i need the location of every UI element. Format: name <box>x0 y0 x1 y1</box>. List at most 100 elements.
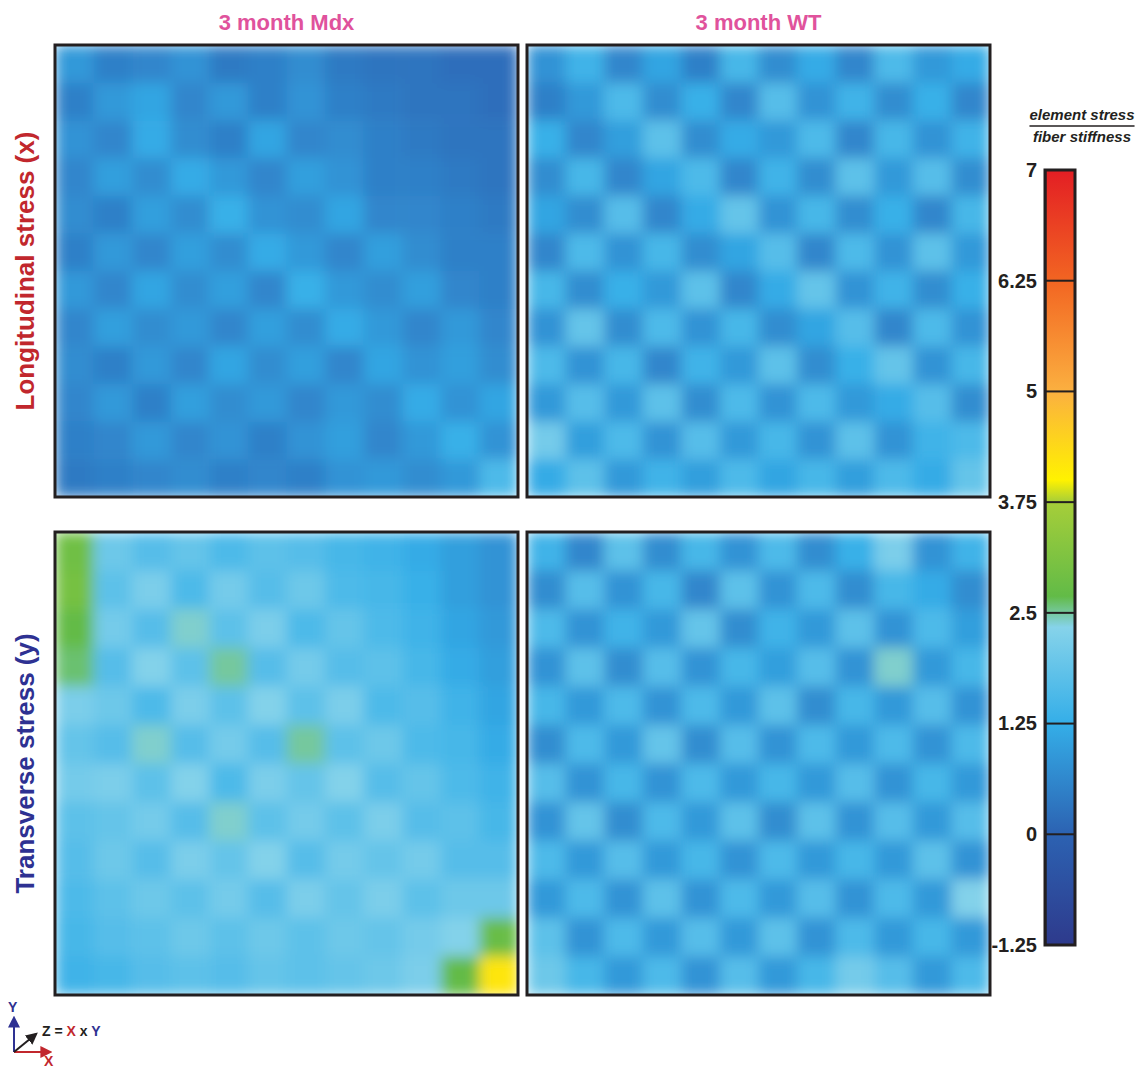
heatmap-cell <box>94 571 133 610</box>
heatmap-cell <box>364 158 403 196</box>
heatmap-cell <box>797 802 836 841</box>
heatmap-cell <box>132 686 171 725</box>
heatmap-cell <box>681 346 720 384</box>
heatmap-cell <box>643 196 682 234</box>
heatmap-cell <box>209 158 248 196</box>
heatmap-cell <box>720 879 759 918</box>
heatmap-cell <box>604 686 643 725</box>
heatmap-cell <box>681 422 720 460</box>
heatmap-cell <box>604 120 643 158</box>
heatmap-panel <box>55 45 518 497</box>
heatmap-cell <box>604 725 643 764</box>
heatmap-cell <box>402 918 441 957</box>
heatmap-cell <box>604 83 643 121</box>
heatmap-cell <box>287 346 326 384</box>
heatmap-cell <box>479 45 518 83</box>
heatmap-cell <box>287 309 326 347</box>
heatmap-cell <box>913 841 952 880</box>
heatmap-cell <box>797 956 836 995</box>
heatmap-cell <box>441 196 480 234</box>
heatmap-cell <box>94 532 133 571</box>
heatmap-cell <box>836 422 875 460</box>
heatmap-cell <box>874 384 913 422</box>
heatmap-cell <box>874 764 913 803</box>
heatmap-cell <box>643 918 682 957</box>
heatmap-cell <box>479 764 518 803</box>
heatmap-cell <box>287 841 326 880</box>
heatmap-cell <box>287 422 326 460</box>
heatmap-cell <box>681 384 720 422</box>
heatmap-cell <box>325 384 364 422</box>
heatmap-cell <box>681 648 720 687</box>
heatmap-cell <box>720 459 759 497</box>
heatmap-panel <box>55 532 518 995</box>
heatmap-cell <box>441 879 480 918</box>
heatmap-cell <box>681 532 720 571</box>
heatmap-cell <box>209 309 248 347</box>
heatmap-cell <box>171 686 210 725</box>
heatmap-cell <box>94 459 133 497</box>
heatmap-cell <box>287 686 326 725</box>
heatmap-cell <box>797 571 836 610</box>
heatmap-cell <box>720 609 759 648</box>
heatmap-cell <box>643 725 682 764</box>
heatmap-cell <box>248 802 287 841</box>
heatmap-cell <box>681 571 720 610</box>
heatmap-cell <box>874 918 913 957</box>
heatmap-cell <box>55 196 94 234</box>
heatmap-cell <box>325 271 364 309</box>
heatmap-cell <box>287 725 326 764</box>
heatmap-cell <box>402 686 441 725</box>
heatmap-cell <box>527 83 566 121</box>
heatmap-cell <box>171 271 210 309</box>
heatmap-cell <box>55 571 94 610</box>
heatmap-cell <box>836 725 875 764</box>
heatmap-cell <box>566 532 605 571</box>
tick-label: 7 <box>1026 159 1037 181</box>
heatmap-cell <box>479 648 518 687</box>
heatmap-cell <box>836 918 875 957</box>
heatmap-cell <box>132 841 171 880</box>
heatmap-cell <box>94 802 133 841</box>
heatmap-cell <box>402 879 441 918</box>
heatmap-cell <box>248 609 287 648</box>
heatmap-cell <box>720 918 759 957</box>
heatmap-cell <box>681 83 720 121</box>
heatmap-cell <box>364 532 403 571</box>
heatmap-cell <box>132 422 171 460</box>
heatmap-cell <box>325 120 364 158</box>
heatmap-cell <box>951 45 990 83</box>
heatmap-cell <box>720 532 759 571</box>
heatmap-cell <box>836 233 875 271</box>
heatmap-cell <box>951 686 990 725</box>
heatmap-cell <box>441 158 480 196</box>
heatmap-cell <box>441 725 480 764</box>
heatmap-cell <box>325 571 364 610</box>
heatmap-cell <box>951 196 990 234</box>
heatmap-cell <box>248 532 287 571</box>
heatmap-cell <box>479 571 518 610</box>
heatmap-cell <box>951 841 990 880</box>
heatmap-cell <box>55 648 94 687</box>
heatmap-cell <box>604 532 643 571</box>
heatmap-cell <box>951 422 990 460</box>
heatmap-cell <box>402 571 441 610</box>
heatmap-cell <box>441 841 480 880</box>
heatmap-cell <box>951 384 990 422</box>
heatmap-cell <box>643 841 682 880</box>
heatmap-cell <box>643 648 682 687</box>
heatmap-cell <box>527 459 566 497</box>
heatmap-cell <box>874 609 913 648</box>
heatmap-cell <box>441 271 480 309</box>
heatmap-cell <box>643 384 682 422</box>
heatmap-cell <box>797 233 836 271</box>
heatmap-cell <box>797 384 836 422</box>
heatmap-cell <box>441 120 480 158</box>
heatmap-cell <box>55 609 94 648</box>
heatmap-cell <box>913 309 952 347</box>
heatmap-cell <box>325 45 364 83</box>
heatmap-cell <box>604 196 643 234</box>
heatmap-cell <box>836 609 875 648</box>
heatmap-cell <box>287 609 326 648</box>
heatmap-cell <box>797 459 836 497</box>
